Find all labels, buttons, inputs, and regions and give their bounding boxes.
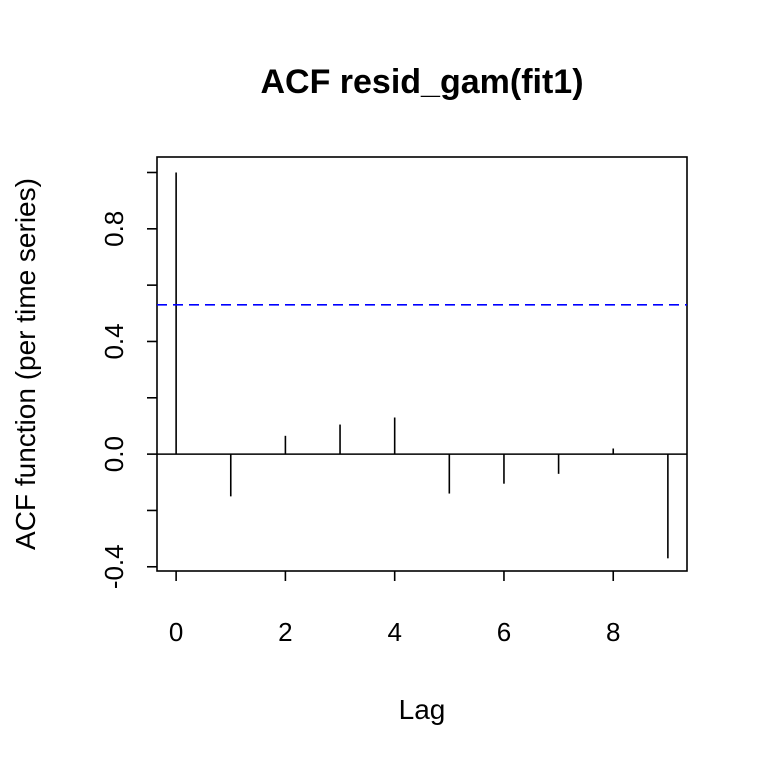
y-tick-label-2: 0.0: [99, 436, 129, 472]
plot-frame: [156, 156, 688, 572]
x-tick-label-6: 6: [497, 617, 511, 647]
x-tick-label-2: 2: [278, 617, 292, 647]
y-axis-label: ACF function (per time series): [10, 178, 41, 550]
x-axis: 0 2 4 6 8: [169, 571, 620, 647]
y-tick-label-4: 0.4: [99, 323, 129, 359]
y-tick-label-0: -0.4: [99, 544, 129, 589]
x-tick-label-0: 0: [169, 617, 183, 647]
x-axis-label: Lag: [399, 694, 446, 725]
y-axis: -0.4 0.0 0.4 0.8: [99, 171, 157, 589]
y-tick-label-6: 0.8: [99, 211, 129, 247]
x-tick-label-4: 4: [387, 617, 401, 647]
acf-spikes: [175, 172, 669, 559]
x-tick-label-8: 8: [606, 617, 620, 647]
chart-title: ACF resid_gam(fit1): [260, 63, 583, 101]
